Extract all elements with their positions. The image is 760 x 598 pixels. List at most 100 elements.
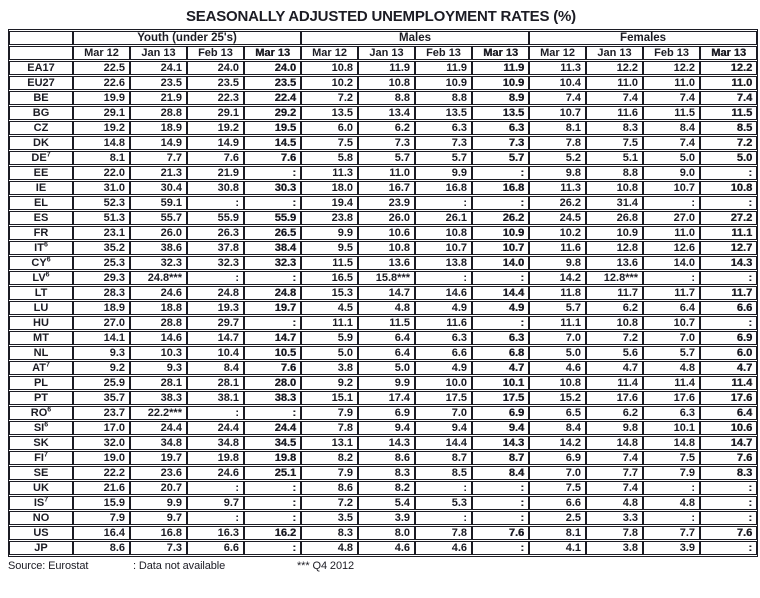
country-code-cell: NO bbox=[9, 511, 73, 525]
not-available-note: : Data not available bbox=[133, 560, 226, 572]
value-cell: 14.7 bbox=[358, 286, 416, 300]
country-code-cell: LT bbox=[9, 286, 73, 300]
table-row: BG 29.1 28.8 29.1 29.2 13.5 13.4 13.5 13.5 10.7 11… bbox=[9, 106, 758, 120]
value-cell: 55.9 bbox=[187, 211, 244, 225]
value-cell: 14.7 bbox=[187, 331, 244, 345]
value-cell: 12.2 bbox=[586, 61, 644, 75]
value-cell: 14.8 bbox=[73, 136, 130, 150]
value-cell: 4.6 bbox=[415, 541, 473, 555]
footnote-marker: 6 bbox=[47, 406, 52, 414]
country-code-cell: EU27 bbox=[9, 76, 73, 90]
table-row: HU 27.0 28.8 29.7:11.1 11.5 11.6:11.1 10.8 10.7… bbox=[9, 316, 758, 330]
value-cell: 8.9 bbox=[472, 91, 530, 105]
value-cell: 16.2 bbox=[244, 526, 302, 540]
value-cell: 14.7 bbox=[244, 331, 302, 345]
value-cell: 8.6 bbox=[73, 541, 130, 555]
value-cell: 7.6 bbox=[187, 151, 244, 165]
value-cell: 10.9 bbox=[586, 226, 644, 240]
table-row: RO6 23.7 22.2***::7.9 6.9 7.0 6.9 6.5 6.2 6.3 6.4 bbox=[9, 406, 758, 420]
value-cell: 20.7 bbox=[130, 481, 187, 495]
month-header-row: Mar 12 Jan 13 Feb 13 Mar 13 Mar 12 Jan 13 Feb … bbox=[9, 46, 758, 60]
corner-cell bbox=[9, 46, 73, 60]
value-cell: 7.6 bbox=[700, 451, 758, 465]
table-row: SI6 17.0 24.4 24.4 24.4 7.8 9.4 9.4 9.4 8.4 9.8 10.… bbox=[9, 421, 758, 435]
value-cell: 7.6 bbox=[472, 526, 530, 540]
value-cell: 6.2 bbox=[358, 121, 416, 135]
value-cell: 19.0 bbox=[73, 451, 130, 465]
value-cell: 25.1 bbox=[244, 466, 302, 480]
country-code-cell: NL bbox=[9, 346, 73, 360]
value-cell: 21.9 bbox=[130, 91, 187, 105]
value-cell: 9.7 bbox=[130, 511, 187, 525]
value-cell: 5.9 bbox=[301, 331, 359, 345]
table-row: LU 18.9 18.8 19.3 19.7 4.5 4.8 4.9 4.9 5.7 6.2 6.4 6… bbox=[9, 301, 758, 315]
value-cell: : bbox=[244, 316, 302, 330]
value-cell: 11.3 bbox=[529, 61, 587, 75]
country-code-cell: IS7 bbox=[9, 496, 73, 510]
value-cell: 10.8 bbox=[301, 61, 359, 75]
value-cell: 14.0 bbox=[643, 256, 701, 270]
value-cell: 8.6 bbox=[358, 451, 416, 465]
value-cell: 7.7 bbox=[130, 151, 187, 165]
value-cell: 6.4 bbox=[358, 331, 416, 345]
value-cell: 22.0 bbox=[73, 166, 130, 180]
value-cell: 26.8 bbox=[586, 211, 644, 225]
q4-2012-note: *** Q4 2012 bbox=[297, 560, 354, 572]
value-cell: 29.2 bbox=[244, 106, 302, 120]
value-cell: 4.8 bbox=[643, 496, 701, 510]
value-cell: 6.4 bbox=[358, 346, 416, 360]
value-cell: 19.7 bbox=[130, 451, 187, 465]
value-cell: 7.9 bbox=[73, 511, 130, 525]
value-cell: 7.3 bbox=[415, 136, 473, 150]
value-cell: 34.8 bbox=[130, 436, 187, 450]
value-cell: 51.3 bbox=[73, 211, 130, 225]
value-cell: 10.4 bbox=[187, 346, 244, 360]
corner-cell bbox=[9, 31, 73, 45]
value-cell: 5.7 bbox=[472, 151, 530, 165]
table-row: FR 23.1 26.0 26.3 26.5 9.9 10.6 10.8 10.9 10.2 10.… bbox=[9, 226, 758, 240]
value-cell: 14.4 bbox=[415, 436, 473, 450]
value-cell: 7.8 bbox=[301, 421, 359, 435]
value-cell: 9.2 bbox=[301, 376, 359, 390]
value-cell: 9.3 bbox=[73, 346, 130, 360]
value-cell: 4.9 bbox=[415, 361, 473, 375]
table-row: DK 14.8 14.9 14.9 14.5 7.5 7.3 7.3 7.3 7.8 7.5 7.4 7… bbox=[9, 136, 758, 150]
value-cell: 29.7 bbox=[187, 316, 244, 330]
value-cell: 3.3 bbox=[586, 511, 644, 525]
value-cell: 7.4 bbox=[643, 91, 701, 105]
country-code-cell: EA17 bbox=[9, 61, 73, 75]
value-cell: 6.9 bbox=[529, 451, 587, 465]
value-cell: 23.5 bbox=[130, 76, 187, 90]
value-cell: 26.0 bbox=[358, 211, 416, 225]
table-row: DE7 8.1 7.7 7.6 7.6 5.8 5.7 5.7 5.7 5.2 5.1 5.0 5.0 bbox=[9, 151, 758, 165]
value-cell: 5.8 bbox=[301, 151, 359, 165]
value-cell: 2.5 bbox=[529, 511, 587, 525]
value-cell: 28.1 bbox=[130, 376, 187, 390]
value-cell: 8.1 bbox=[73, 151, 130, 165]
value-cell: 22.4 bbox=[244, 91, 302, 105]
value-cell: 19.7 bbox=[244, 301, 302, 315]
table-row: NO 7.9 9.7::3.5 3.9::2.5 3.3:: bbox=[9, 511, 758, 525]
country-code-cell: DK bbox=[9, 136, 73, 150]
value-cell: 11.5 bbox=[358, 316, 416, 330]
value-cell: : bbox=[700, 481, 758, 495]
value-cell: 26.1 bbox=[415, 211, 473, 225]
value-cell: 12.8*** bbox=[586, 271, 644, 285]
value-cell: 9.8 bbox=[529, 166, 587, 180]
value-cell: 24.4 bbox=[130, 421, 187, 435]
month-header: Mar 12 bbox=[529, 46, 587, 60]
value-cell: 7.9 bbox=[301, 466, 359, 480]
value-cell: 16.8 bbox=[415, 181, 473, 195]
value-cell: 5.0 bbox=[529, 346, 587, 360]
footnote-marker: 6 bbox=[46, 256, 51, 264]
country-code-cell: PL bbox=[9, 376, 73, 390]
value-cell: 14.1 bbox=[73, 331, 130, 345]
value-cell: 23.5 bbox=[244, 76, 302, 90]
value-cell: 10.8 bbox=[415, 226, 473, 240]
month-header: Mar 13 bbox=[244, 46, 302, 60]
value-cell: 12.6 bbox=[643, 241, 701, 255]
value-cell: : bbox=[700, 166, 758, 180]
value-cell: 7.4 bbox=[586, 481, 644, 495]
value-cell: 26.5 bbox=[244, 226, 302, 240]
value-cell: : bbox=[244, 196, 302, 210]
